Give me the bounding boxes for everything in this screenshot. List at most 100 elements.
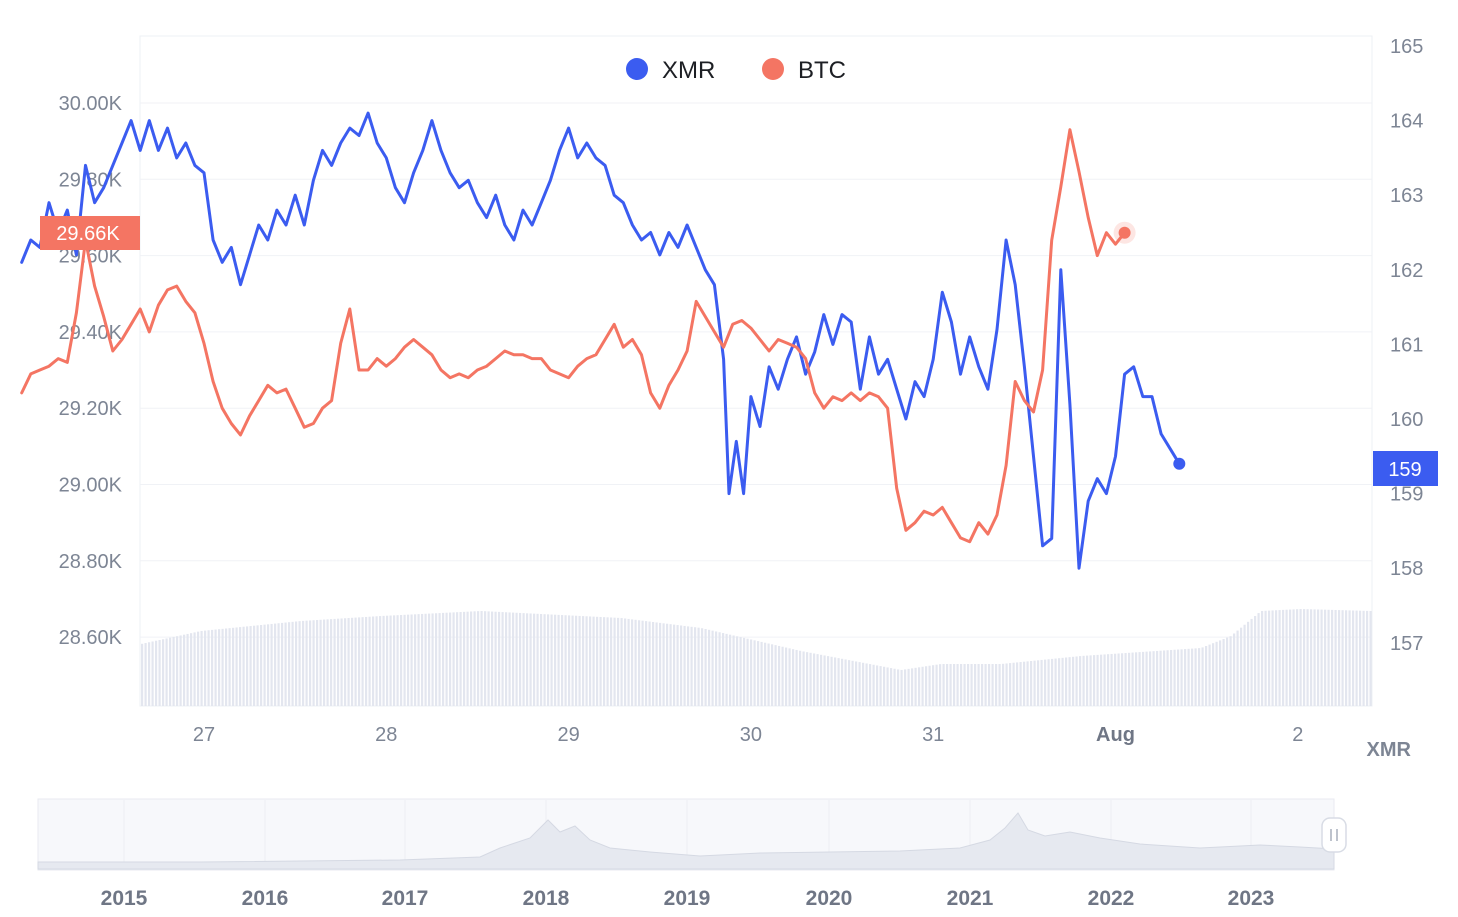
volume-bar	[925, 666, 928, 706]
volume-bar	[837, 658, 840, 706]
left-axis-tick-label: 28.60K	[59, 627, 123, 649]
volume-bar	[967, 664, 970, 706]
legend-item-btc[interactable]: BTC	[762, 57, 846, 84]
volume-bar	[239, 627, 242, 706]
volume-bar	[501, 612, 504, 706]
volume-bar	[361, 617, 364, 706]
volume-bar	[1254, 616, 1257, 706]
volume-bar	[907, 668, 910, 706]
volume-bar	[1306, 609, 1309, 706]
volume-bar	[946, 664, 949, 706]
volume-bar	[445, 612, 448, 706]
volume-bar	[893, 668, 896, 706]
volume-bar	[746, 638, 749, 706]
volume-bar	[424, 613, 427, 706]
volume-bar	[687, 626, 690, 706]
volume-bar	[1142, 651, 1145, 706]
plot-area	[139, 35, 1373, 707]
volume-bar	[1096, 654, 1099, 706]
volume-bar	[942, 664, 945, 706]
xmr-current-value-tag: 159	[1373, 451, 1438, 486]
left-axis-tick-label: 29.20K	[59, 398, 123, 420]
volume-bar	[974, 664, 977, 706]
volume-bar	[701, 628, 704, 706]
volume-bar	[522, 613, 525, 706]
navigator-year-label: 2016	[242, 887, 289, 910]
volume-bar	[890, 668, 893, 706]
volume-bar	[900, 669, 903, 706]
volume-bar	[1117, 653, 1120, 706]
volume-bar	[1320, 609, 1323, 706]
xmr-current-value-text: 159	[1388, 459, 1421, 481]
volume-bar	[473, 611, 476, 706]
volume-bar	[641, 620, 644, 706]
volume-bar	[260, 625, 263, 706]
volume-bar	[1184, 649, 1187, 706]
volume-bar	[568, 615, 571, 706]
volume-bar	[1282, 609, 1285, 706]
right-axis-tick-label: 160	[1390, 409, 1423, 431]
volume-bar	[589, 616, 592, 706]
volume-bar	[617, 617, 620, 706]
volume-bar	[480, 611, 483, 706]
grip-handle-icon[interactable]	[1321, 817, 1347, 853]
volume-bar	[347, 618, 350, 706]
volume-bar	[1212, 643, 1215, 706]
volume-bar	[1226, 637, 1229, 706]
volume-bar	[652, 622, 655, 706]
volume-bar	[1198, 648, 1201, 706]
volume-bar	[1068, 657, 1071, 706]
volume-bar	[155, 640, 158, 706]
volume-bar	[1362, 610, 1365, 706]
volume-bar	[337, 618, 340, 706]
volume-bar	[291, 621, 294, 706]
volume-bar	[799, 650, 802, 706]
volume-bar	[263, 624, 266, 706]
volume-bar	[281, 622, 284, 706]
volume-bar	[1124, 653, 1127, 706]
range-navigator[interactable]: 2015 2016 2017 2018 2019 2020 2021 2022 2023	[37, 798, 1347, 910]
volume-bar	[736, 636, 739, 706]
volume-bar	[1103, 654, 1106, 706]
volume-bar	[232, 627, 235, 706]
gridlines	[140, 102, 1372, 638]
volume-bar	[802, 651, 805, 706]
volume-bar	[344, 618, 347, 706]
right-axis-tick-label: 165	[1390, 36, 1423, 58]
volume-bar	[225, 628, 228, 706]
navigator-handle[interactable]	[1321, 817, 1347, 853]
volume-bar	[431, 613, 434, 706]
volume-bar	[666, 623, 669, 706]
volume-bar	[655, 622, 658, 706]
volume-bar	[141, 643, 144, 706]
volume-bar	[176, 636, 179, 706]
legend-item-xmr[interactable]: XMR	[626, 57, 715, 84]
left-axis-tick-label: 29.40K	[59, 322, 123, 344]
volume-bar	[368, 616, 371, 706]
volume-bar	[508, 612, 511, 706]
volume-bar	[708, 629, 711, 706]
volume-bar	[417, 614, 420, 706]
volume-bar	[1121, 653, 1124, 706]
volume-bar	[816, 654, 819, 706]
volume-bar	[1072, 656, 1075, 706]
volume-bar	[193, 632, 196, 706]
right-axis-tick-label: 161	[1390, 334, 1423, 356]
volume-bar	[788, 648, 791, 706]
right-axis-tick-label: 163	[1390, 185, 1423, 207]
volume-bar	[722, 633, 725, 706]
volume-bar	[1030, 661, 1033, 706]
volume-bar	[764, 642, 767, 706]
volume-bar	[813, 653, 816, 706]
volume-bar	[949, 664, 952, 706]
volume-bar	[1250, 618, 1253, 706]
volume-bar	[302, 620, 305, 706]
volume-bar	[515, 612, 518, 706]
volume-bar	[911, 668, 914, 706]
volume-bar	[939, 664, 942, 706]
volume-bar	[879, 666, 882, 706]
volume-bar	[1205, 646, 1208, 706]
volume-bar	[162, 639, 165, 706]
volume-bar	[365, 616, 368, 706]
volume-bar	[1271, 610, 1274, 706]
